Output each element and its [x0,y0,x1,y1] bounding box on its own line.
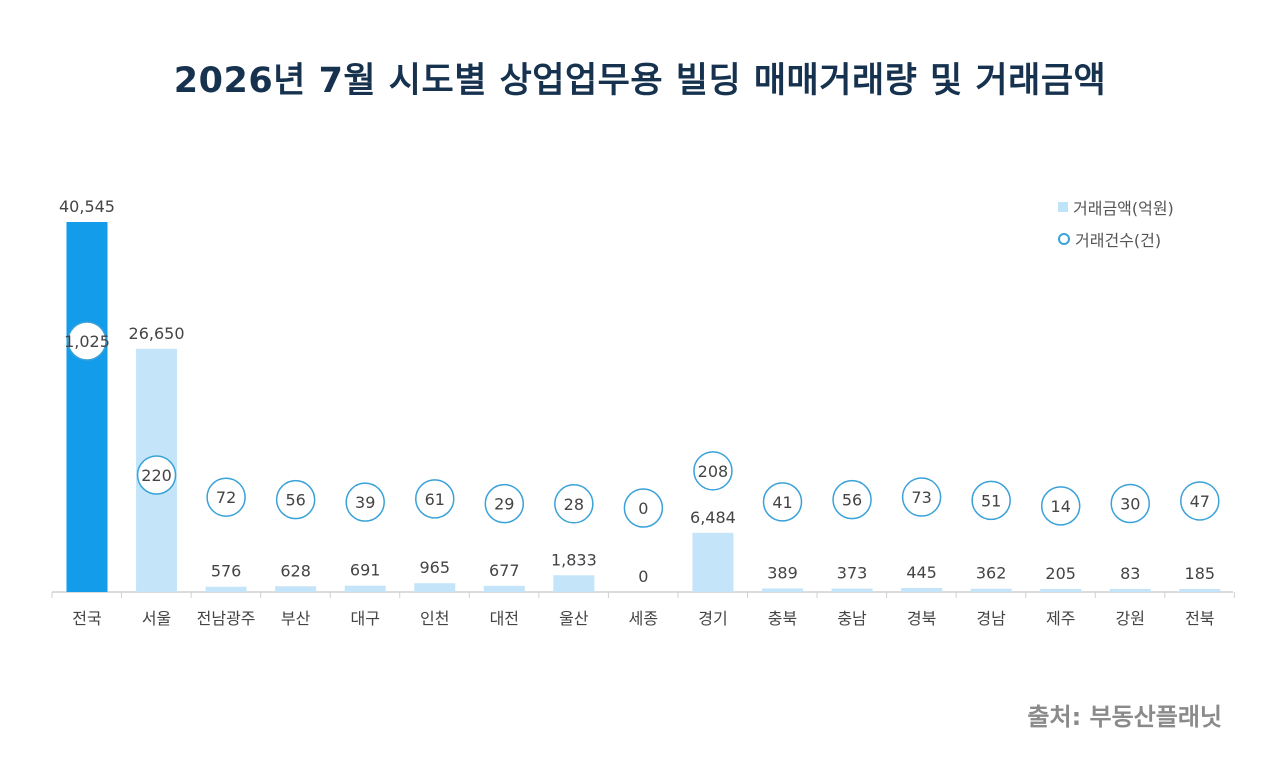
amount-bar [483,585,525,592]
count-data-label: 220 [141,466,172,485]
amount-data-label: 26,650 [129,324,185,343]
amount-bar [901,587,943,592]
amount-bar [1040,589,1082,592]
category-tick-label: 전남광주 [197,609,256,628]
category-tick-label: 경남 [976,609,1006,628]
category-tick-label: 세종 [629,609,658,628]
category-tick-label: 충남 [837,609,867,628]
amount-data-label: 445 [906,563,937,582]
category-tick-label: 경기 [698,609,727,628]
count-marker [415,479,455,519]
count-data-label: 73 [911,488,931,507]
count-marker [1040,486,1081,526]
count-marker [693,451,733,491]
count-marker [832,479,872,520]
amount-data-label: 185 [1185,564,1216,583]
chart-legend: 거래금액(억원) 거래건수(건) [1058,196,1174,260]
category-tick-label: 전국 [72,609,101,628]
count-marker [206,477,246,517]
amount-bar [66,222,108,592]
amount-data-label: 691 [350,561,381,580]
category-tick-label: 울산 [559,609,589,628]
count-data-label: 30 [1120,495,1140,514]
legend-bar-swatch-icon [1058,202,1068,212]
count-marker [67,321,107,361]
legend-item-count: 거래건수(건) [1058,228,1174,250]
count-marker [901,477,942,517]
category-tick-label: 충북 [768,609,797,628]
count-data-label: 56 [842,491,862,510]
count-marker [554,484,594,524]
count-data-label: 72 [216,488,236,507]
category-tick-label: 전북 [1185,609,1214,628]
count-data-label: 0 [638,499,648,518]
count-data-label: 29 [494,495,514,514]
count-marker [971,480,1011,521]
amount-bar [831,588,873,592]
amount-bar [275,586,317,592]
amount-bar [553,575,595,592]
category-tick-label: 강원 [1116,609,1145,628]
amount-bar [692,532,734,592]
amount-data-label: 83 [1120,564,1140,583]
category-tick-label: 경북 [907,609,936,628]
count-data-label: 51 [981,491,1001,510]
count-data-label: 1,025 [64,332,110,351]
amount-data-label: 6,484 [690,508,736,527]
category-tick-label: 서울 [142,609,171,628]
category-tick-label: 제주 [1046,609,1075,628]
count-data-label: 61 [425,490,445,509]
amount-data-label: 362 [976,564,1007,583]
amount-data-label: 205 [1045,564,1076,583]
amount-data-label: 0 [638,567,648,586]
count-data-label: 208 [698,462,729,481]
count-marker [275,479,316,520]
count-data-label: 14 [1051,497,1071,516]
category-tick-label: 인천 [420,609,449,628]
source-caption: 출처: 부동산플래닛 [1027,703,1222,731]
amount-bar [414,583,456,592]
amount-bar [762,588,803,592]
amount-data-label: 389 [767,563,798,582]
amount-bar [344,585,386,592]
category-tick-label: 대전 [490,609,519,628]
category-tick-label: 대구 [350,609,379,628]
legend-circle-marker-icon [1058,233,1070,245]
count-marker [345,482,385,522]
amount-bar [1109,589,1151,592]
amount-data-label: 628 [280,561,311,580]
amount-bar [205,586,247,592]
count-data-label: 47 [1190,492,1210,511]
amount-data-label: 373 [837,564,868,583]
legend-count-label: 거래건수(건) [1075,231,1162,250]
amount-bar [1179,589,1221,592]
amount-data-label: 40,545 [59,197,115,216]
count-data-label: 56 [285,491,305,510]
legend-item-amount: 거래금액(억원) [1058,196,1174,218]
count-marker [136,455,177,495]
amount-data-label: 677 [489,561,520,580]
amount-bar [970,588,1012,592]
amount-data-label: 576 [211,562,242,581]
count-marker [1110,483,1150,524]
count-marker [1180,481,1220,521]
count-data-label: 28 [564,495,584,514]
count-data-label: 41 [772,493,792,512]
count-marker [484,483,525,524]
amount-data-label: 1,833 [551,550,597,569]
count-data-label: 39 [355,493,375,512]
count-marker [623,488,664,528]
legend-amount-label: 거래금액(억원) [1073,199,1174,218]
category-tick-label: 부산 [281,609,311,628]
amount-data-label: 965 [419,558,450,577]
count-marker [762,482,803,522]
chart-title: 2026년 7월 시도별 상업업무용 빌딩 매매거래량 및 거래금액 [173,61,1107,101]
